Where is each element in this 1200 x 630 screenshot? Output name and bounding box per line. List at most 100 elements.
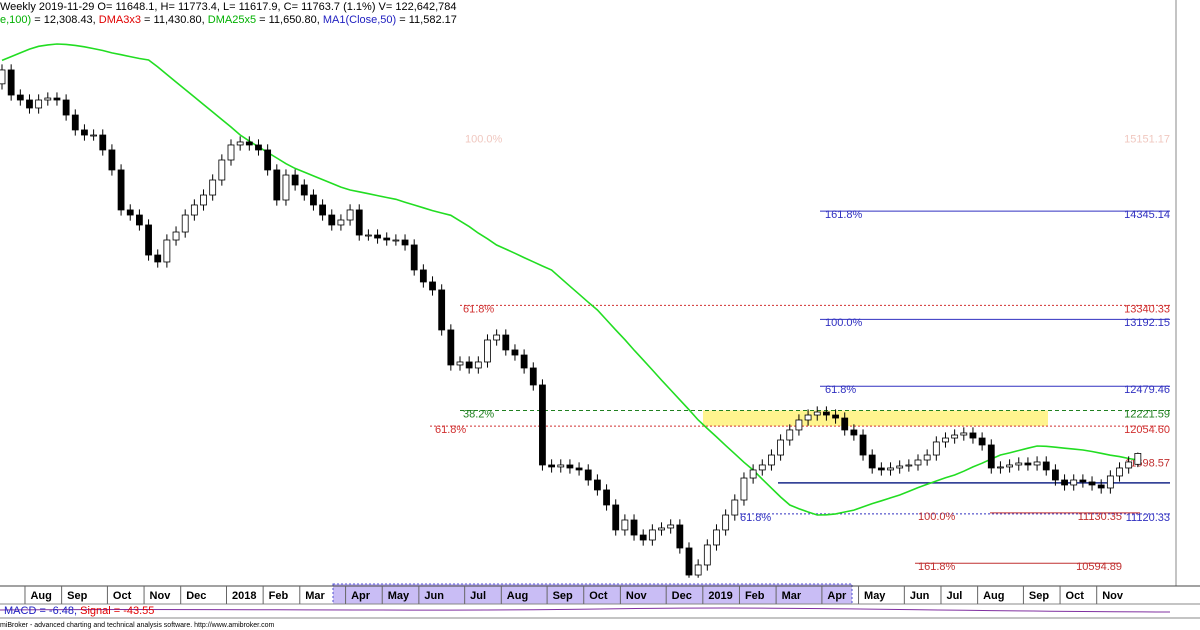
candle-body [429, 281, 436, 291]
candle-body [639, 534, 647, 541]
candle-body [502, 334, 510, 351]
x-tick-label: Aug [507, 590, 528, 602]
candle-body [62, 99, 70, 116]
candle-body [438, 289, 446, 331]
candle-body [364, 234, 372, 237]
candle-body [465, 361, 473, 369]
level-price: 13192.15 [1124, 317, 1170, 329]
candle-body [346, 209, 354, 221]
candle-body [896, 465, 904, 469]
candle-body [511, 349, 519, 356]
candle-body [374, 234, 381, 239]
x-tick-label: Apr [827, 590, 847, 602]
candle-body [26, 99, 33, 109]
candle-body [1033, 461, 1041, 466]
candle-body [172, 231, 180, 241]
legend-segment: e,100) [0, 14, 31, 26]
candle-body [71, 114, 79, 131]
candle-body [209, 179, 217, 196]
x-tick-label: Oct [113, 590, 132, 602]
x-tick-label: Mar [305, 590, 325, 602]
x-tick-label: Aug [30, 590, 51, 602]
level-price: 10594.89 [1076, 561, 1122, 573]
candle-body [410, 244, 418, 271]
candle-body [319, 204, 327, 216]
candle-body [740, 477, 748, 501]
legend-segment: DMA25x5 [208, 14, 256, 26]
legend-segment: = 11,650.80, [256, 14, 323, 26]
legend-segment: = 11,582.17 [396, 14, 457, 26]
candle-body [456, 361, 464, 366]
candle-body [887, 467, 894, 471]
candle-body [676, 524, 684, 549]
x-tick-label: Sep [67, 590, 87, 602]
candle-body [942, 437, 949, 443]
candle-body [419, 269, 427, 283]
candle-body [539, 384, 546, 466]
level-ratio: 100.0% [825, 317, 863, 329]
candle-body [603, 489, 610, 506]
candle-body [621, 519, 629, 531]
candle-body [282, 174, 290, 201]
level-price: 14345.14 [1124, 209, 1170, 221]
candle-body [126, 209, 134, 216]
footer: miBroker - advanced charting and technic… [0, 622, 274, 629]
candle-body [227, 144, 235, 161]
candle-body [905, 464, 913, 467]
x-tick-label: Nov [1102, 590, 1124, 602]
candle-body [960, 432, 968, 436]
level-ratio: 61.8% [740, 512, 771, 524]
x-tick-label: Nov [626, 590, 648, 602]
candle-body [0, 69, 6, 85]
x-tick-label: Oct [589, 590, 608, 602]
candle-body [90, 134, 97, 137]
candle-body [1134, 453, 1142, 465]
candle-body [758, 464, 766, 471]
candle-body [145, 224, 152, 256]
candle-body [44, 97, 52, 101]
candle-body [273, 169, 281, 201]
candle-body [713, 529, 720, 546]
zone [703, 410, 1048, 427]
candle-body [337, 219, 345, 226]
candle-body [630, 519, 638, 536]
candle-body [841, 417, 849, 431]
x-tick-label: Feb [269, 590, 289, 602]
chart-title: Weekly 2019-11-29 O= 11648.1, H= 11773.4… [0, 1, 457, 13]
level-ratio: 161.8% [825, 209, 863, 221]
level-price: 11130.35 [1078, 511, 1122, 523]
candle-body [1106, 475, 1114, 489]
candle-body [648, 529, 656, 541]
x-tick-label: May [864, 590, 886, 602]
x-tick-label: 2019 [708, 590, 732, 602]
candle-body [795, 419, 803, 431]
candle-body [1061, 479, 1068, 486]
x-tick-label: Aug [983, 590, 1004, 602]
candle-body [667, 524, 675, 529]
candle-body [557, 464, 565, 468]
candle-body [7, 69, 15, 96]
candle-body [383, 237, 391, 241]
candle-body [218, 159, 226, 181]
macd-legend: MACD = -6.48, Signal = -43.55 [4, 605, 154, 617]
candle-body [997, 466, 1004, 469]
candle-body [1125, 461, 1133, 469]
candle-body [694, 564, 702, 576]
candle-body [749, 469, 757, 479]
candle-body [1006, 464, 1013, 468]
candle-body [245, 141, 253, 146]
candle-body [255, 144, 262, 151]
candle-body [181, 214, 189, 233]
legend-segment: = 12,308.43, [31, 14, 99, 26]
candle-body [236, 141, 244, 146]
level-ratio: 61.8% [435, 424, 466, 436]
x-tick-label: Jun [910, 590, 930, 602]
x-tick-label: May [388, 590, 410, 602]
macd-line [0, 607, 1171, 613]
candle-body [135, 214, 143, 226]
candle-body [877, 467, 885, 471]
candle-body [117, 169, 125, 211]
candle-body [987, 444, 995, 469]
candle-body [328, 214, 336, 226]
